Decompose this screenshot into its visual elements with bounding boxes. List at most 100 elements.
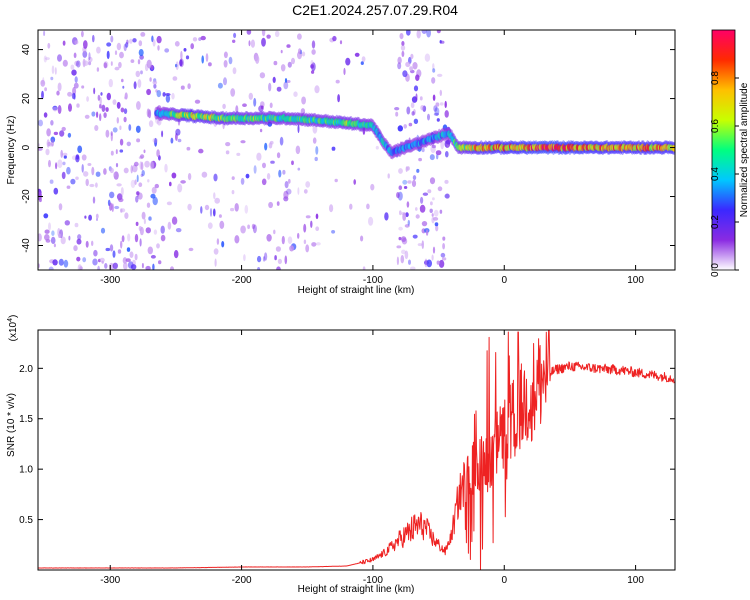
spectrogram-noise-cell — [303, 189, 308, 194]
spectrogram-noise-cell — [88, 214, 92, 221]
spectrogram-noise-cell — [164, 163, 168, 173]
spectrogram-noise-cell — [51, 65, 55, 74]
spectrogram-noise-cell — [360, 235, 364, 242]
spectrogram-noise-cell — [66, 166, 71, 175]
spectrogram-noise-cell — [151, 35, 154, 43]
spectrogram-noise-cell — [143, 149, 146, 154]
spectrogram-noise-cell — [57, 159, 63, 168]
spectrogram-noise-cell — [112, 99, 117, 105]
spectrogram-noise-cell — [180, 117, 185, 122]
spectrogram-noise-cell — [50, 139, 55, 147]
spectrogram-noise-cell — [278, 169, 282, 178]
spectrogram-noise-cell — [217, 82, 223, 89]
spectrogram-noise-cell — [410, 53, 414, 60]
spectrogram-noise-cell — [109, 244, 114, 252]
spectrogram-noise-cell — [120, 107, 125, 113]
spectrogram-noise-cell — [429, 177, 436, 185]
spectrogram-noise-cell — [116, 117, 120, 124]
spectrogram-noise-cell — [415, 74, 420, 81]
spectrogram-noise-cell — [422, 105, 427, 112]
spectrogram-noise-cell — [101, 104, 106, 113]
spectrogram-noise-cell — [442, 236, 446, 241]
spectrogram-noise-cell — [140, 32, 146, 37]
spectrogram-noise-cell — [214, 258, 217, 267]
spectrogram-noise-cell — [110, 150, 114, 156]
spectrogram-noise-cell — [138, 49, 144, 57]
spectrogram-noise-cell — [276, 201, 280, 206]
spectrogram-noise-cell — [293, 91, 298, 97]
spectrogram-noise-cell — [156, 90, 162, 98]
spectrogram-noise-cell — [97, 265, 100, 270]
spectrogram-noise-cell — [432, 68, 436, 73]
spectrogram-noise-cell — [77, 264, 82, 270]
spectrogram-noise-cell — [252, 224, 257, 234]
spectrogram-noise-cell — [70, 64, 75, 70]
spectrogram-noise-cell — [126, 247, 131, 252]
spectrogram-noise-cell — [100, 227, 106, 234]
spectrogram-noise-cell — [62, 59, 68, 67]
spectrogram-noise-cell — [55, 162, 58, 170]
spectrogram-noise-cell — [415, 214, 420, 219]
spectrogram-noise-cell — [214, 197, 220, 204]
spectrogram-noise-cell — [305, 181, 311, 188]
snr-y-label: SNR (10 * v/v) — [6, 393, 17, 457]
spectrogram-noise-cell — [52, 105, 58, 111]
spectrogram-noise-cell — [175, 128, 181, 136]
spectrogram-noise-cell — [51, 230, 55, 236]
spectrogram-noise-cell — [315, 146, 319, 155]
spectrogram-noise-cell — [145, 265, 151, 270]
spectrogram-noise-cell — [438, 259, 445, 268]
spectrogram-noise-cell — [123, 116, 127, 123]
spectrogram-noise-cell — [431, 77, 436, 84]
spectrogram-noise-cell — [126, 39, 129, 45]
spectrogram-noise-cell — [429, 208, 433, 213]
spectrogram-noise-cell — [207, 222, 213, 229]
x-tick-label: -200 — [232, 275, 252, 286]
spectrogram-noise-cell — [84, 215, 87, 219]
spectrogram-noise-cell — [287, 61, 292, 68]
colorbar-tick-label: 0.2 — [710, 215, 721, 229]
spectrogram-noise-cell — [45, 239, 51, 243]
spectrogram-noise-cell — [234, 203, 239, 212]
spectrogram-noise-cell — [431, 254, 434, 261]
spectrogram-noise-cell — [135, 70, 141, 78]
spectrogram-noise-cell — [137, 59, 141, 65]
spectrogram-noise-cell — [398, 236, 402, 241]
spectrogram-noise-cell — [279, 136, 284, 146]
spectrogram-noise-cell — [81, 85, 85, 89]
spectrogram-noise-cell — [402, 212, 407, 221]
spectrogram-noise-cell — [53, 131, 59, 136]
spectrogram-noise-cell — [295, 145, 301, 155]
spectrogram-noise-cell — [194, 99, 201, 104]
spectrogram-noise-cell — [223, 77, 227, 86]
spectrogram-noise-cell — [437, 186, 443, 192]
spectrogram-noise-cell — [375, 145, 379, 150]
spectrogram-noise-cell — [436, 30, 441, 34]
spectrogram-noise-cell — [60, 236, 66, 245]
spectrogram-noise-cell — [76, 103, 80, 108]
spectrogram-noise-cell — [88, 52, 91, 61]
spectrogram-noise-cell — [116, 183, 122, 187]
spectrogram-noise-cell — [96, 46, 101, 54]
spectrogram-noise-cell — [435, 224, 439, 232]
spectrogram-noise-cell — [445, 151, 449, 158]
spectrogram-noise-cell — [301, 51, 306, 57]
spectrogram-noise-cell — [50, 76, 54, 81]
spectrogram-noise-cell — [140, 173, 144, 177]
spectrogram-noise-cell — [48, 222, 51, 231]
y-tick-label: 1.0 — [19, 465, 33, 476]
spectrogram-noise-cell — [440, 252, 446, 258]
spectrogram-noise-cell — [53, 243, 57, 248]
spectrogram-noise-cell — [205, 53, 209, 62]
spectrogram-noise-cell — [170, 137, 174, 144]
spectrogram-noise-cell — [439, 102, 444, 106]
spectrogram-noise-cell — [73, 245, 78, 252]
spectrogram-noise-cell — [434, 107, 440, 116]
spectrogram-noise-cell — [177, 183, 183, 193]
spectrogram-noise-cell — [246, 30, 252, 35]
spectrogram-noise-cell — [40, 80, 45, 85]
spectrogram-noise-cell — [152, 263, 155, 270]
spectrogram-noise-cell — [255, 55, 260, 64]
spectrogram-noise-cell — [433, 105, 438, 112]
